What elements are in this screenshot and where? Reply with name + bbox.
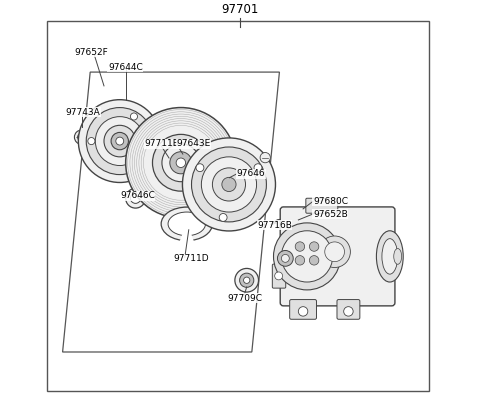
Circle shape: [240, 273, 254, 287]
Circle shape: [170, 152, 192, 174]
Text: 97711D: 97711D: [173, 254, 209, 264]
Circle shape: [126, 108, 236, 218]
Ellipse shape: [168, 212, 205, 236]
Circle shape: [126, 188, 145, 208]
Text: 97646C: 97646C: [120, 191, 155, 200]
Text: 97680C: 97680C: [313, 197, 348, 206]
Circle shape: [284, 208, 289, 214]
Ellipse shape: [376, 231, 403, 282]
Circle shape: [277, 250, 293, 266]
Circle shape: [131, 113, 137, 120]
Circle shape: [162, 144, 200, 182]
Circle shape: [254, 164, 262, 172]
Circle shape: [235, 268, 259, 292]
Circle shape: [131, 162, 137, 169]
Circle shape: [310, 256, 319, 265]
Circle shape: [80, 135, 84, 139]
Text: 97644C: 97644C: [108, 63, 143, 72]
Circle shape: [116, 137, 124, 145]
Wedge shape: [178, 224, 196, 251]
Circle shape: [96, 117, 144, 166]
FancyBboxPatch shape: [306, 198, 338, 213]
Circle shape: [153, 134, 209, 191]
Ellipse shape: [382, 239, 398, 274]
Circle shape: [202, 157, 256, 212]
Circle shape: [213, 168, 245, 201]
Circle shape: [260, 152, 270, 163]
Circle shape: [275, 272, 283, 280]
Circle shape: [344, 307, 353, 316]
Circle shape: [196, 164, 204, 172]
FancyBboxPatch shape: [272, 264, 286, 288]
Circle shape: [281, 231, 333, 282]
FancyBboxPatch shape: [280, 207, 395, 306]
Circle shape: [182, 138, 276, 231]
Text: 97646: 97646: [237, 169, 265, 178]
Circle shape: [325, 242, 345, 262]
Circle shape: [281, 254, 289, 262]
Circle shape: [295, 256, 305, 265]
Circle shape: [88, 138, 95, 145]
Ellipse shape: [394, 248, 402, 264]
Text: 97652B: 97652B: [313, 210, 348, 218]
Circle shape: [222, 177, 236, 192]
Circle shape: [104, 125, 135, 157]
Circle shape: [192, 147, 266, 222]
Text: 97701: 97701: [221, 3, 259, 16]
Circle shape: [176, 158, 186, 168]
Text: 97652F: 97652F: [74, 48, 108, 57]
FancyBboxPatch shape: [289, 300, 316, 319]
Circle shape: [219, 214, 227, 221]
Circle shape: [86, 108, 153, 174]
Circle shape: [274, 223, 340, 290]
FancyBboxPatch shape: [337, 300, 360, 319]
Circle shape: [74, 130, 89, 144]
Circle shape: [131, 193, 141, 203]
Circle shape: [78, 100, 161, 182]
Circle shape: [319, 236, 350, 268]
Text: 97716B: 97716B: [257, 220, 292, 230]
Text: 97709C: 97709C: [228, 294, 263, 303]
Text: 97643E: 97643E: [176, 139, 210, 148]
Circle shape: [243, 277, 250, 284]
Circle shape: [111, 132, 129, 150]
Circle shape: [310, 242, 319, 251]
Ellipse shape: [161, 207, 213, 241]
Circle shape: [78, 133, 85, 141]
Circle shape: [295, 242, 305, 251]
Text: 97711B: 97711B: [144, 139, 180, 148]
Circle shape: [299, 307, 308, 316]
Text: 97743A: 97743A: [66, 108, 100, 117]
